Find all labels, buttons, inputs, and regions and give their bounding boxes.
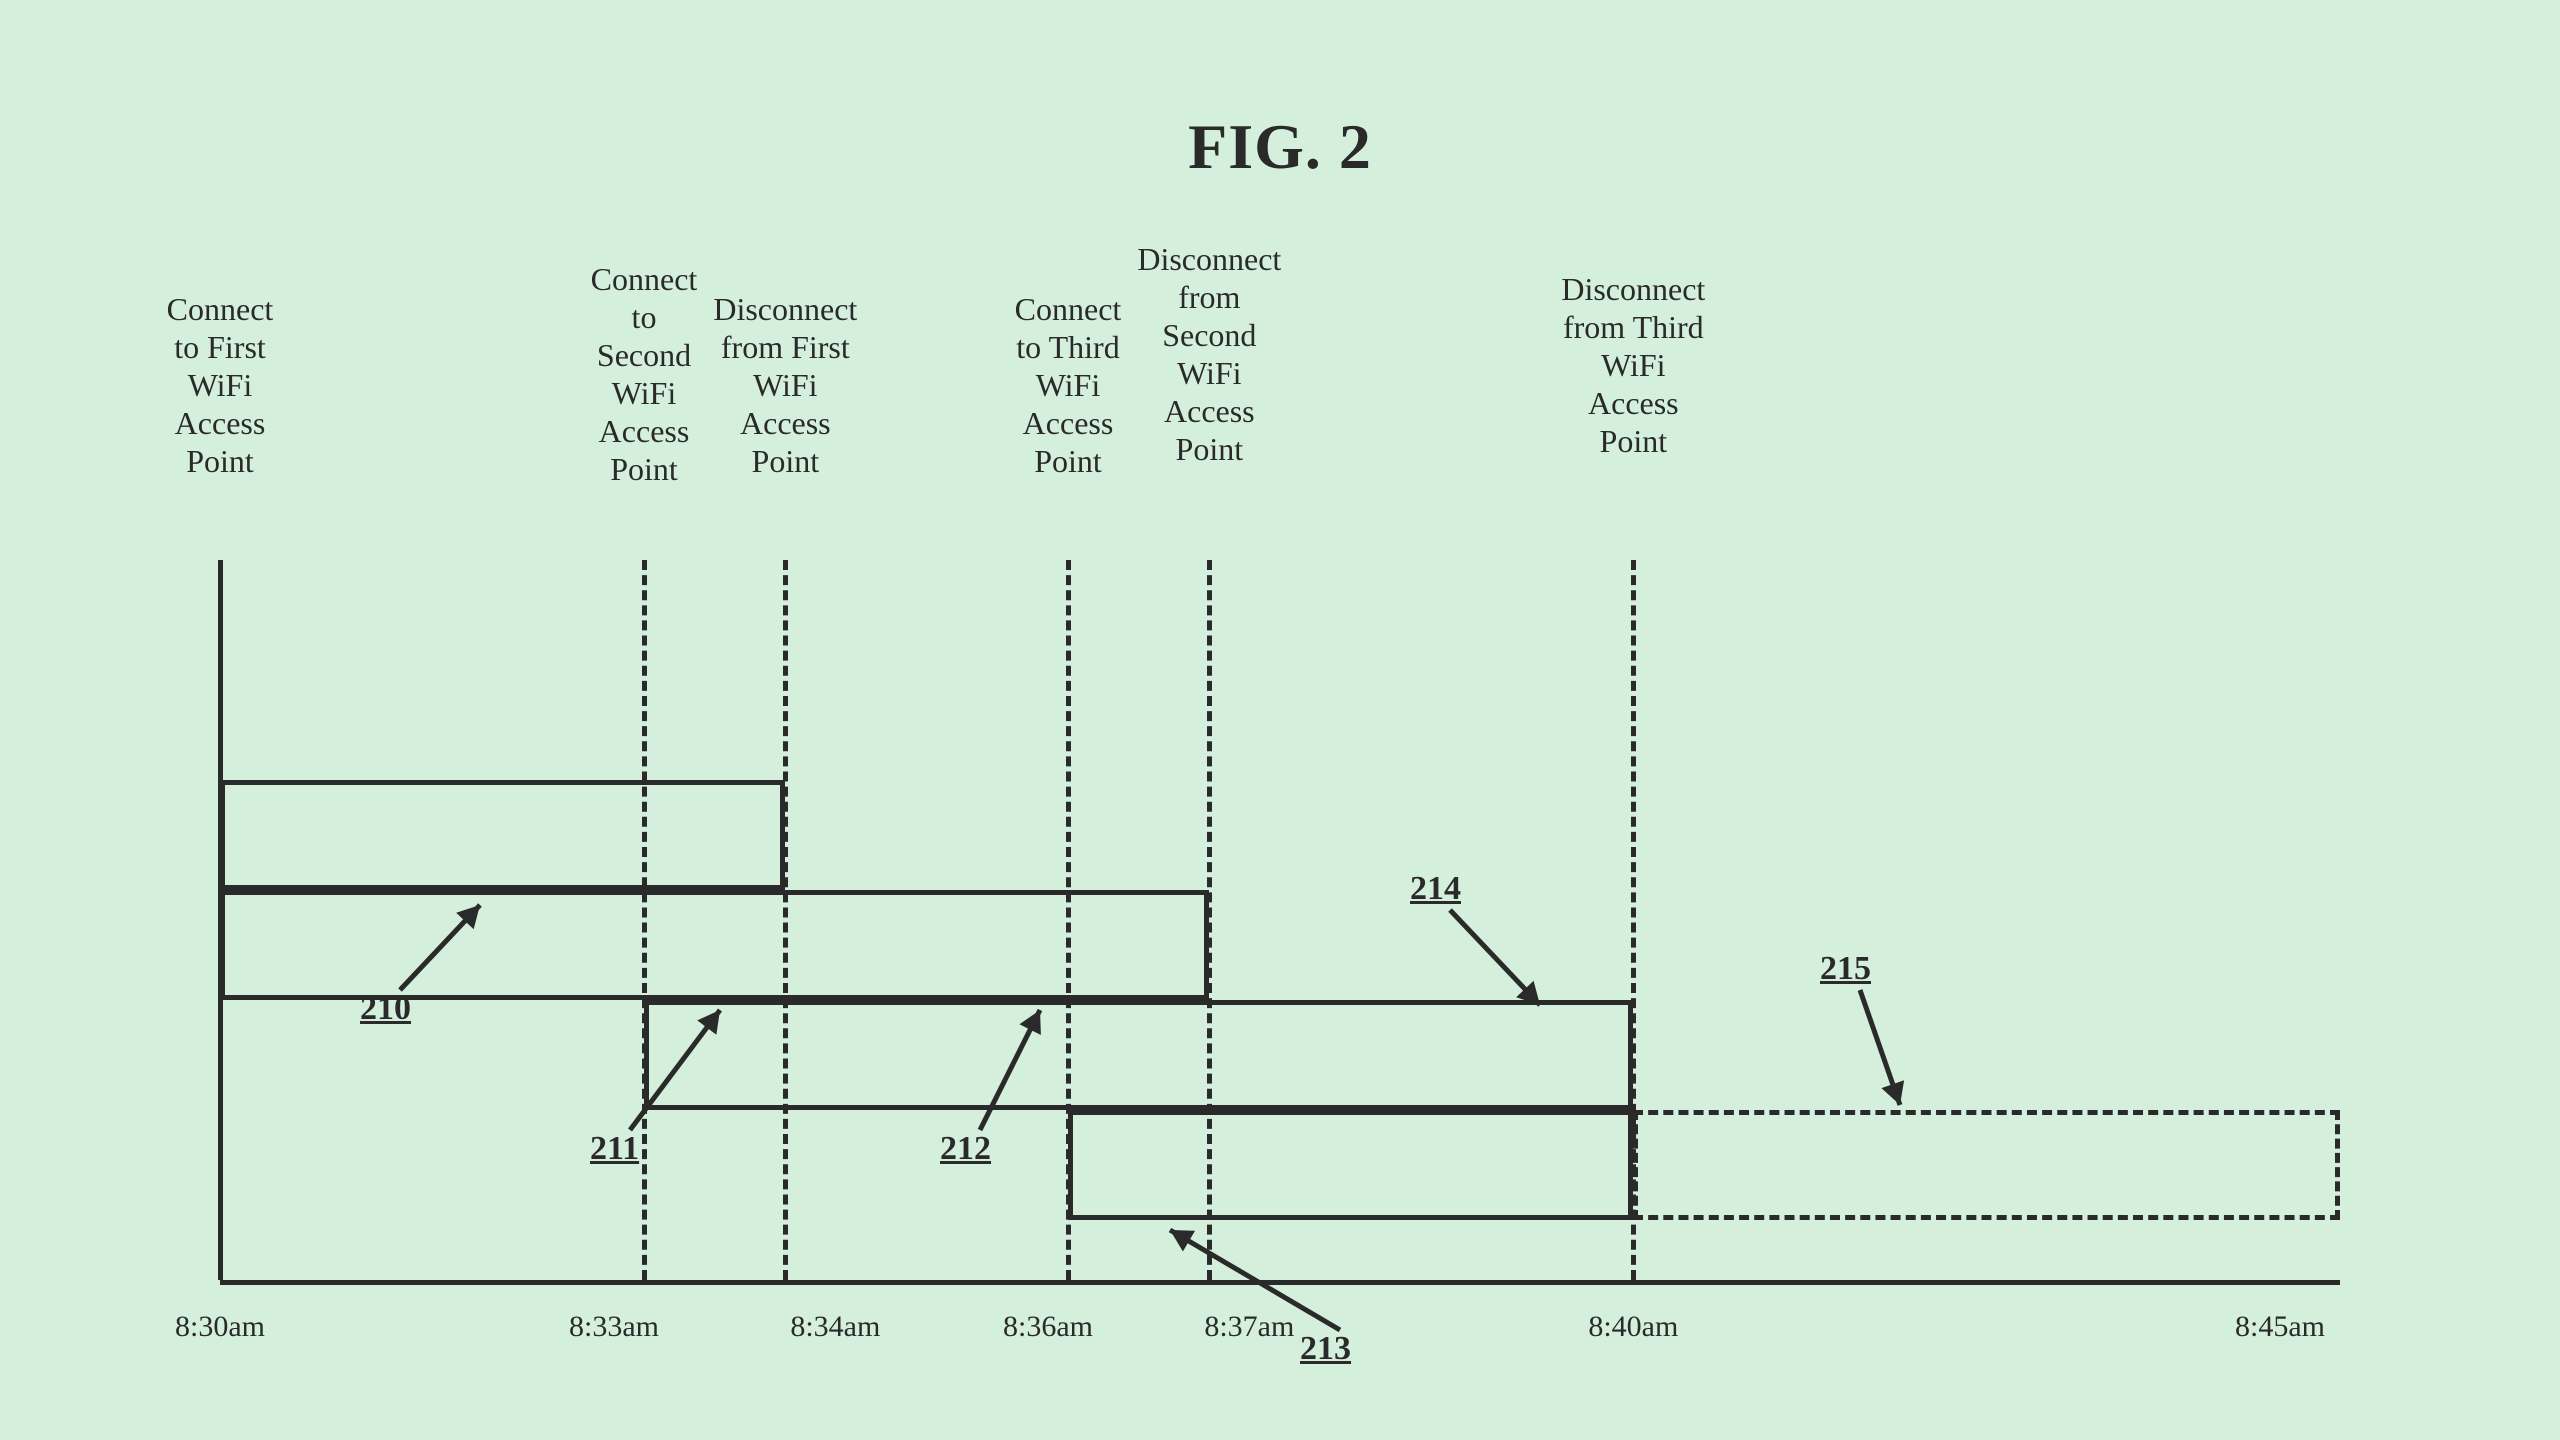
figure-canvas: FIG. 2 Connect to First WiFi Access Poin… <box>0 0 2560 1440</box>
arrow-icon <box>0 0 2560 1440</box>
